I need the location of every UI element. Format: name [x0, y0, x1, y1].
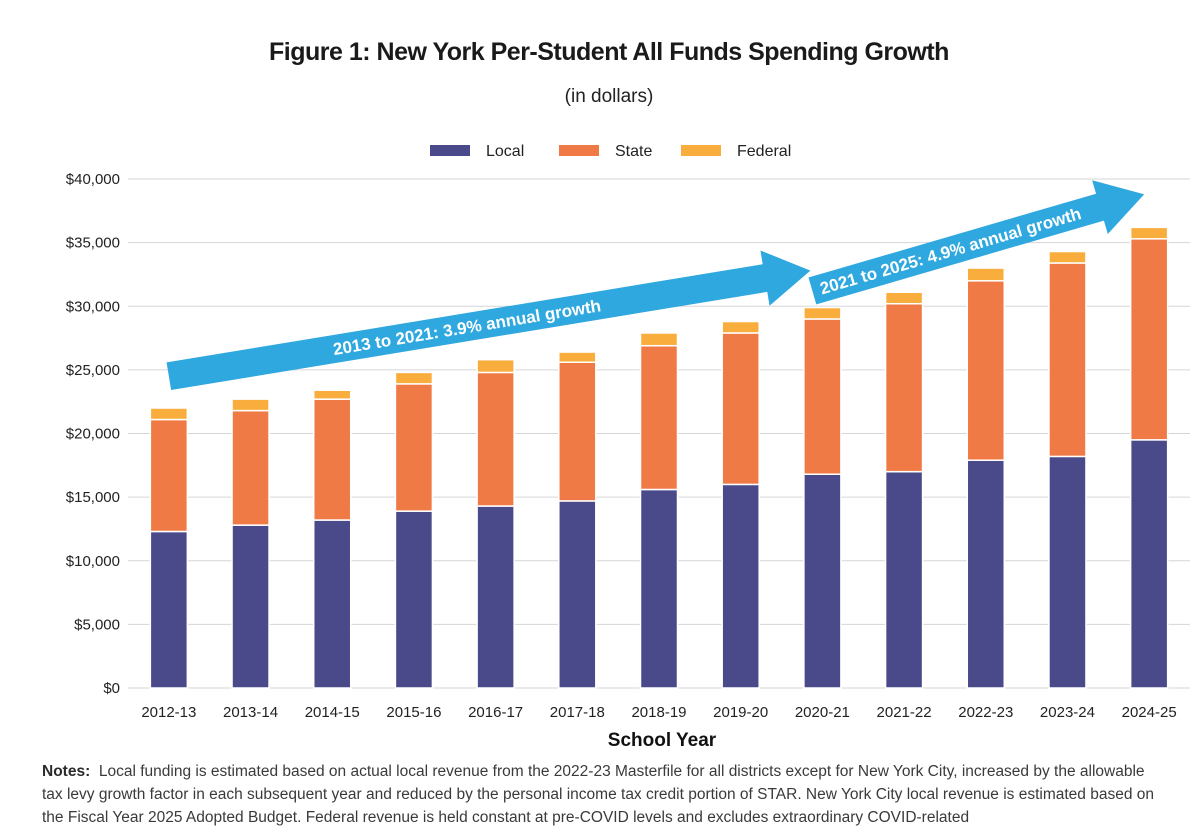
- growth-arrow-shape: [808, 180, 1145, 305]
- bar-federal: [149, 407, 189, 421]
- bar-state: [1048, 262, 1087, 458]
- y-tick-label: $5,000: [74, 616, 120, 633]
- bar-local: [639, 488, 679, 689]
- bar-state: [149, 418, 189, 533]
- y-tick-label: $25,000: [66, 362, 120, 379]
- y-tick-label: $10,000: [66, 553, 120, 570]
- chart-title: Figure 1: New York Per-Student All Funds…: [269, 38, 949, 66]
- growth-arrow-label: 2013 to 2021: 3.9% annual growth: [332, 296, 603, 359]
- bar-federal: [394, 371, 434, 385]
- bar-state: [884, 302, 924, 473]
- bar-local: [721, 483, 760, 689]
- bar-local: [1048, 455, 1087, 689]
- legend-label-federal: Federal: [737, 143, 791, 160]
- bar-local: [558, 500, 597, 689]
- y-tick-label: $30,000: [66, 298, 120, 315]
- bar-state: [312, 398, 352, 521]
- bar-local: [803, 473, 842, 689]
- growth-arrow-shape: [166, 250, 811, 391]
- x-tick-label: 2021-22: [877, 704, 932, 721]
- bar-federal: [231, 398, 270, 412]
- bar-federal: [721, 320, 760, 334]
- legend-swatch-local: [430, 145, 470, 156]
- x-tick-label: 2015-16: [386, 704, 441, 721]
- x-tick-label: 2018-19: [631, 704, 686, 721]
- bar-state: [1129, 238, 1169, 441]
- bar-local: [884, 470, 924, 689]
- x-tick-label: 2014-15: [305, 704, 360, 721]
- bar-local: [1129, 439, 1169, 689]
- bar-state: [966, 280, 1006, 461]
- bar-federal: [558, 351, 597, 363]
- y-tick-label: $35,000: [66, 235, 120, 252]
- bar-state: [231, 409, 270, 526]
- x-tick-label: 2012-13: [141, 704, 196, 721]
- bar-state: [721, 332, 760, 486]
- bar-federal: [476, 358, 515, 374]
- legend-swatch-state: [559, 145, 599, 156]
- bar-federal: [884, 291, 924, 305]
- notes-text: Local funding is estimated based on actu…: [42, 763, 1155, 826]
- y-tick-label: $0: [103, 680, 120, 697]
- bar-local: [231, 524, 270, 689]
- x-tick-label: 2023-24: [1040, 704, 1095, 721]
- bar-federal: [312, 389, 352, 400]
- growth-arrow-label: 2021 to 2025: 4.9% annual growth: [818, 204, 1084, 298]
- y-tick-label: $20,000: [66, 426, 120, 443]
- notes-label: Notes:: [42, 763, 91, 780]
- bar-federal: [1048, 250, 1087, 264]
- bar-state: [476, 371, 515, 507]
- bar-federal: [1129, 226, 1169, 240]
- bar-federal: [803, 306, 842, 320]
- x-tick-label: 2019-20: [713, 704, 768, 721]
- chart-subtitle: (in dollars): [564, 86, 654, 107]
- chart-notes: Notes: Local funding is estimated based …: [42, 760, 1162, 829]
- bar-local: [312, 519, 352, 689]
- bar-local: [394, 510, 434, 689]
- bar-federal: [639, 332, 679, 347]
- bar-local: [476, 505, 515, 689]
- stacked-bar-chart: $0 $5,000 $10,000 $15,000 $20,000 $25,000 $30,…: [66, 143, 1190, 751]
- bar-state: [394, 383, 434, 512]
- x-tick-label: 2022-23: [958, 704, 1013, 721]
- bar-local: [149, 530, 189, 689]
- y-tick-label: $40,000: [66, 171, 120, 188]
- x-tick-label: 2016-17: [468, 704, 523, 721]
- y-tick-label: $15,000: [66, 489, 120, 506]
- bar-local: [966, 459, 1006, 689]
- x-tick-label: 2020-21: [795, 704, 850, 721]
- x-tick-label: 2017-18: [550, 704, 605, 721]
- bar-state: [558, 361, 597, 502]
- legend-swatch-federal: [681, 145, 721, 156]
- x-axis-title: School Year: [608, 730, 717, 751]
- bar-federal: [966, 267, 1006, 282]
- legend-label-local: Local: [486, 143, 524, 160]
- x-tick-label: 2013-14: [223, 704, 278, 721]
- bar-state: [803, 318, 842, 475]
- bar-state: [639, 344, 679, 491]
- legend-label-state: State: [615, 143, 652, 160]
- x-tick-label: 2024-25: [1122, 704, 1177, 721]
